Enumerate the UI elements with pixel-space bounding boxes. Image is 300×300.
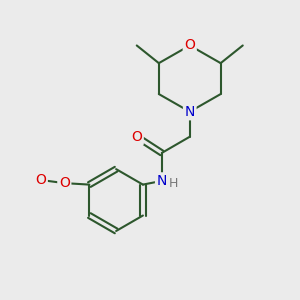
Text: O: O [184, 38, 195, 52]
Text: O: O [131, 130, 142, 144]
Text: N: N [157, 174, 167, 188]
Text: N: N [184, 105, 195, 119]
Text: O: O [59, 176, 70, 190]
Text: O: O [35, 173, 46, 187]
Text: H: H [168, 177, 178, 190]
